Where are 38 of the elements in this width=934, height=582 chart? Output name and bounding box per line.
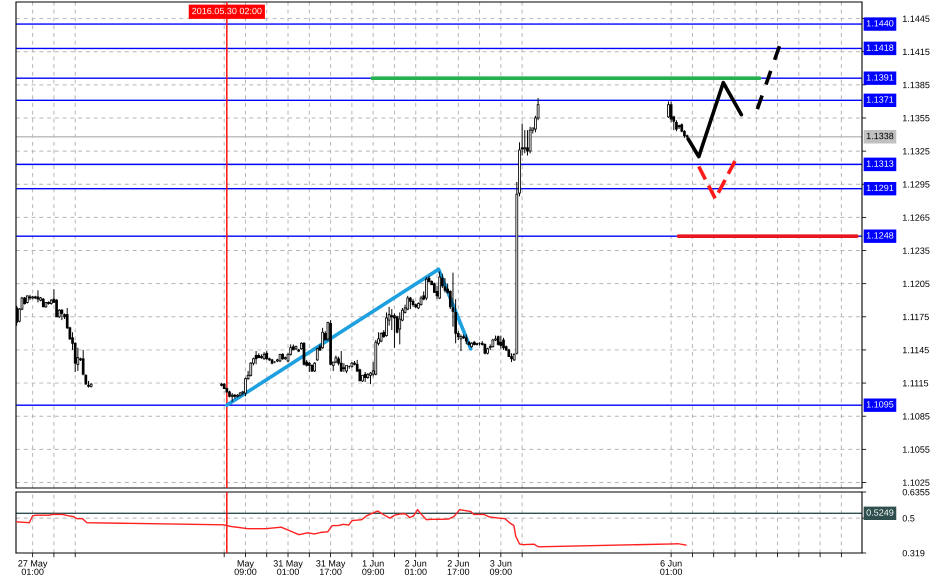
y-tick-label: 1.1295 [902, 181, 930, 188]
ref-line-label: 1.1291 [866, 184, 894, 192]
ref-line-label: 1.1440 [866, 20, 894, 27]
y-tick-label: 1.1445 [902, 16, 930, 22]
x-tick-label: 3 Jun 09:00 [490, 560, 512, 575]
y-tick-label: 1.1235 [902, 247, 930, 254]
x-tick-label: 31 May 17:00 [316, 560, 346, 575]
y-tick-label: 1.1385 [902, 82, 930, 88]
ref-line-label: 1.1313 [866, 160, 894, 167]
x-tick-label: 2 Jun 17:00 [448, 560, 470, 575]
y-tick-label: 1.1055 [902, 446, 930, 453]
y-tick-label: 1.1025 [902, 479, 930, 486]
y-tick-label: 1.1115 [902, 380, 928, 386]
y-tick-label: 1.1355 [902, 114, 930, 122]
y-tick-label: 0.6355 [902, 488, 930, 496]
ref-line-label: 2016.05.30 02:00 [192, 8, 262, 14]
y-tick-label: 1.1325 [902, 148, 930, 154]
y-tick-label: 1.1145 [902, 346, 929, 354]
y-tick-label: 0.5 [902, 515, 914, 522]
ref-line-label: 1.1248 [866, 232, 894, 239]
ref-line-label: 1.1391 [866, 74, 894, 81]
y-tick-label: 0.319 [902, 550, 924, 556]
ref-line-label: 0.5249 [866, 509, 894, 516]
y-tick-label: 1.1415 [902, 48, 930, 56]
x-tick-label: 2 Jun 01:00 [404, 560, 427, 575]
x-tick-label: 1 Jun 09:00 [362, 560, 384, 575]
y-tick-label: 1.1175 [902, 314, 929, 320]
x-tick-label: May 09:00 [234, 560, 256, 575]
y-tick-label: 1.1205 [902, 280, 930, 288]
x-tick-label: 31 May 01:00 [274, 560, 303, 575]
ref-line-label: 1.1418 [866, 44, 894, 51]
x-tick-label: 6 Jun 01:00 [660, 560, 682, 575]
ref-line-label: 1.1338 [866, 132, 894, 140]
ref-line-label: 1.1371 [866, 96, 894, 103]
ref-line-label: 1.1095 [866, 401, 894, 408]
x-tick-label: 27 May 01:00 [18, 560, 48, 575]
y-tick-label: 1.1085 [902, 413, 930, 420]
y-tick-label: 1.1265 [902, 214, 930, 221]
